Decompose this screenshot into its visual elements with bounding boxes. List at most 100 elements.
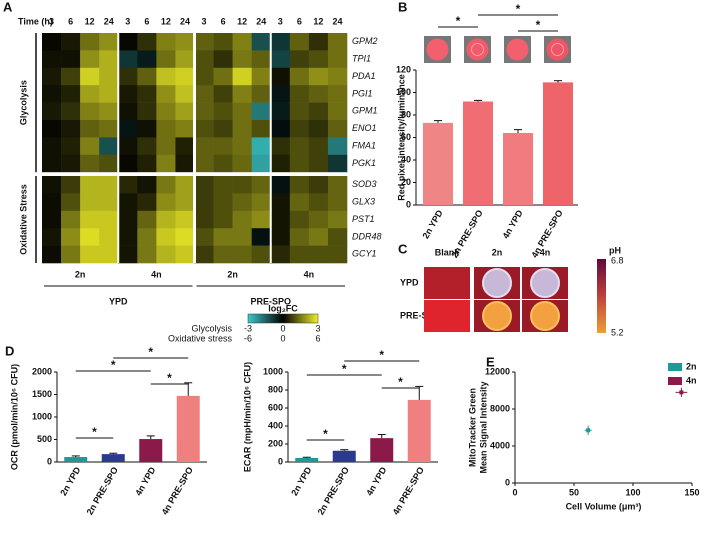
heatmap-cell — [327, 120, 348, 138]
heatmap-cell — [61, 137, 81, 156]
y-tick-label: 200 — [268, 438, 283, 448]
colorbar-tick: 6 — [315, 333, 320, 343]
y-tick-label: 500 — [37, 434, 52, 444]
time-label: 24 — [256, 16, 266, 26]
heatmap-cell — [232, 210, 252, 229]
heatmap-cell — [213, 154, 233, 173]
heatmap-cell — [80, 228, 100, 246]
heatmap-cell — [289, 102, 310, 121]
heatmap-cell — [327, 102, 348, 121]
heatmap-cell — [99, 154, 119, 173]
heatmap-cell — [213, 33, 233, 51]
y-tick-label: 1500 — [32, 389, 52, 399]
x-tick-label: 100 — [625, 487, 640, 497]
heatmap-cell — [194, 228, 214, 246]
heatmap-cell — [232, 245, 252, 264]
y-tick-label: 60 — [401, 132, 411, 142]
bar — [503, 133, 533, 205]
heatmap-cell — [308, 85, 329, 103]
heatmap-cell — [289, 193, 310, 212]
heatmap-cell — [308, 137, 329, 156]
heatmap-cell — [289, 176, 310, 194]
row-label: YPD — [400, 277, 419, 287]
heatmap-cell — [289, 137, 310, 156]
significance-label: * — [323, 427, 328, 441]
heatmap-cell — [213, 102, 233, 121]
heatmap-cell — [232, 176, 252, 194]
heatmap-cell — [42, 67, 62, 86]
heatmap-cell — [99, 193, 119, 212]
bar — [64, 457, 88, 462]
ph-title: pH — [609, 245, 621, 255]
heatmap-cell — [270, 137, 291, 156]
heatmap-cell — [156, 176, 176, 194]
time-label: 3 — [49, 16, 54, 26]
heatmap-cell — [270, 67, 291, 86]
blank-well — [424, 267, 470, 299]
significance-label: * — [536, 18, 541, 32]
heatmap-cell — [99, 210, 119, 229]
heatmap-cell — [213, 176, 233, 194]
time-label: 24 — [332, 16, 342, 26]
heatmap-cell — [175, 228, 195, 246]
heatmap-cell — [80, 245, 100, 264]
heatmap-cell — [61, 210, 81, 229]
y-tick-label: 400 — [268, 420, 283, 430]
y-tick-label: 1000 — [263, 366, 283, 376]
x-tick-label: 2n YPD — [420, 208, 445, 241]
heatmap-cell — [270, 245, 291, 264]
y-tick-label: 0 — [47, 456, 52, 466]
colorbar — [247, 313, 319, 324]
heatmap-cell — [232, 120, 252, 138]
heatmap-cell — [61, 50, 81, 69]
heatmap-cell — [175, 120, 195, 138]
heatmap-cell — [137, 85, 157, 103]
gene-label: DDR48 — [352, 231, 382, 241]
bar — [407, 399, 431, 462]
heatmap-cell — [251, 154, 272, 173]
heatmap-cell — [118, 228, 138, 246]
heatmap-cell — [80, 154, 100, 173]
heatmap-cell — [270, 50, 291, 69]
x-tick-label: 4n PRE-SPO — [391, 465, 426, 516]
colorbar-label: Glycolysis — [191, 323, 232, 333]
heatmap-cell — [80, 85, 100, 103]
panel-letter: A — [3, 0, 13, 14]
x-tick-label: 4n YPD — [364, 465, 389, 498]
y-tick-label: 0 — [278, 456, 283, 466]
x-tick-label: 4n YPD — [133, 465, 158, 498]
heatmap-cell — [175, 67, 195, 86]
heatmap-cell — [232, 154, 252, 173]
heatmap-cell — [137, 102, 157, 121]
heatmap-cell — [156, 245, 176, 264]
significance-label: * — [92, 425, 97, 439]
heatmap-cell — [137, 193, 157, 212]
heatmap-cell — [308, 154, 329, 173]
y-tick-label: 100 — [396, 87, 411, 97]
group-label: 4n — [151, 269, 162, 279]
bar — [176, 395, 200, 462]
heatmap-cell — [175, 245, 195, 264]
heatmap-cell — [308, 228, 329, 246]
bar — [332, 450, 356, 462]
gene-label: PST1 — [352, 214, 375, 224]
heatmap-cell — [42, 210, 62, 229]
gene-label: SOD3 — [352, 179, 377, 189]
y-tick-label: 8000 — [490, 403, 510, 413]
group-label: 2n — [75, 269, 86, 279]
panel-letter: E — [486, 354, 495, 369]
heatmap-cell — [99, 102, 119, 121]
heatmap-cell — [156, 67, 176, 86]
time-label: 3 — [278, 16, 283, 26]
bar — [423, 122, 453, 205]
heatmap-cell — [251, 85, 272, 103]
heatmap-cell — [251, 210, 272, 229]
heatmap-cell — [118, 176, 138, 194]
x-axis-label: Cell Volume (μm³) — [566, 501, 642, 511]
significance-label: * — [167, 371, 172, 385]
heatmap-cell — [270, 210, 291, 229]
panel-letter: B — [398, 0, 407, 14]
y-tick-label: 4000 — [490, 440, 510, 450]
heatmap-cell — [137, 228, 157, 246]
heatmap-cell — [251, 33, 272, 51]
